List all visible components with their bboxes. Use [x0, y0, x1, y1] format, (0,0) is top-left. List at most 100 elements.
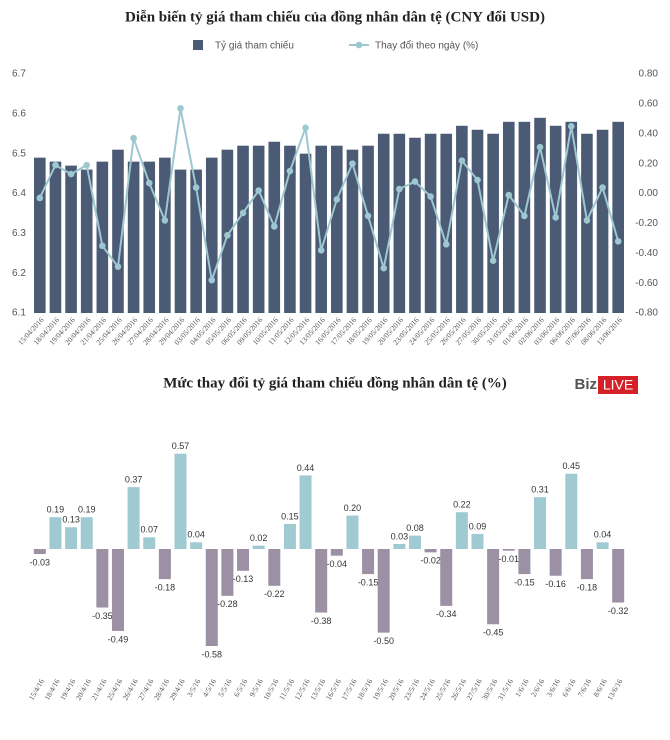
- bar: [315, 549, 328, 613]
- bar: [80, 517, 93, 549]
- bar: [549, 549, 562, 576]
- data-label: 0.15: [281, 511, 299, 521]
- x-tick-label: 1/6/16: [513, 677, 531, 698]
- line-marker: [130, 134, 137, 142]
- bar: [33, 549, 46, 555]
- line-marker: [505, 191, 513, 199]
- line-marker: [114, 263, 122, 270]
- x-tick-label: 3/5/16: [185, 677, 203, 698]
- line-marker: [364, 212, 372, 220]
- data-label: -0.15: [358, 577, 379, 587]
- bar: [471, 129, 484, 313]
- line-marker: [458, 157, 466, 164]
- data-label: 0.45: [563, 461, 581, 471]
- bar: [471, 533, 484, 549]
- bar: [393, 133, 406, 313]
- line-marker: [427, 193, 434, 200]
- line-marker: [161, 217, 169, 224]
- line-marker: [411, 178, 419, 185]
- legend-label: Thay đổi theo ngày (%): [375, 40, 478, 52]
- line-marker: [52, 161, 59, 169]
- line-marker: [270, 223, 278, 230]
- line-marker: [99, 242, 106, 250]
- data-label: -0.58: [202, 649, 223, 659]
- bar: [424, 133, 437, 313]
- bar: [190, 542, 203, 549]
- y2-tick-label: 0.00: [639, 188, 659, 199]
- bar: [534, 117, 546, 313]
- bar: [237, 549, 250, 571]
- line-marker: [552, 214, 559, 221]
- line-marker: [380, 264, 388, 272]
- x-tick-label: 3/6/16: [544, 677, 562, 698]
- bar: [174, 169, 187, 313]
- y-tick-label: 6.5: [12, 148, 26, 159]
- line-marker: [599, 184, 606, 191]
- bar: [34, 157, 46, 313]
- bar: [127, 487, 140, 549]
- logo: LIVE: [603, 377, 633, 393]
- y-tick-label: 6.3: [12, 228, 26, 239]
- data-label: -0.04: [327, 559, 348, 569]
- data-label: -0.03: [30, 557, 51, 567]
- bar: [377, 133, 390, 313]
- line-marker: [67, 170, 75, 178]
- x-tick-label: 4/5/16: [201, 677, 219, 698]
- line-marker: [333, 196, 341, 203]
- data-label: 0.37: [125, 474, 143, 484]
- bar: [518, 549, 531, 575]
- bar: [409, 137, 421, 313]
- line-marker: [83, 161, 91, 169]
- data-label: -0.02: [420, 556, 441, 566]
- line-marker: [177, 105, 184, 112]
- data-label: -0.01: [499, 554, 520, 564]
- x-tick-label: 13/6/16: [605, 677, 624, 702]
- data-label: -0.15: [514, 577, 535, 587]
- y-tick-label: 6.1: [12, 308, 26, 319]
- data-label: -0.49: [108, 634, 129, 644]
- line-marker: [567, 122, 575, 130]
- bar: [221, 549, 234, 596]
- bar: [268, 549, 281, 586]
- line: [38, 108, 620, 281]
- data-label: -0.13: [233, 574, 254, 584]
- data-label: 0.13: [62, 515, 80, 525]
- legend-label: Tỷ giá tham chiếu: [215, 40, 294, 52]
- y2-tick-label: 0.60: [639, 99, 659, 110]
- bar: [49, 161, 62, 313]
- bar: [612, 121, 624, 313]
- bar: [346, 149, 359, 313]
- bar: [580, 549, 593, 580]
- x-tick-label: 5/5/16: [216, 677, 234, 698]
- x-tick-label: 2/6/16: [529, 677, 547, 698]
- data-label: 0.02: [250, 533, 268, 543]
- legend-swatch: [355, 41, 363, 49]
- bar: [596, 129, 609, 313]
- bar: [143, 537, 156, 549]
- data-label: 0.44: [297, 463, 315, 473]
- line-marker: [255, 187, 262, 194]
- line-marker: [442, 240, 450, 248]
- line-marker: [145, 179, 153, 187]
- line-marker: [36, 194, 44, 202]
- data-label: 0.04: [594, 530, 612, 540]
- bar: [174, 453, 187, 549]
- line-marker: [583, 217, 591, 224]
- x-tick-label: 31/5/16: [496, 677, 515, 702]
- bar: [252, 545, 265, 549]
- y2-tick-label: -0.60: [635, 278, 658, 289]
- bar: [143, 161, 156, 313]
- bar: [534, 497, 547, 549]
- bar: [362, 549, 375, 575]
- line-marker: [521, 212, 528, 220]
- data-label: 0.20: [344, 503, 362, 513]
- data-label: 0.04: [187, 530, 205, 540]
- x-tick-label: 6/5/16: [232, 677, 250, 698]
- bar: [127, 161, 140, 313]
- line-marker: [192, 184, 200, 191]
- y2-tick-label: 0.20: [639, 158, 659, 169]
- bar: [346, 515, 359, 549]
- bar: [112, 149, 124, 313]
- x-tick-label: 6/6/16: [560, 677, 578, 698]
